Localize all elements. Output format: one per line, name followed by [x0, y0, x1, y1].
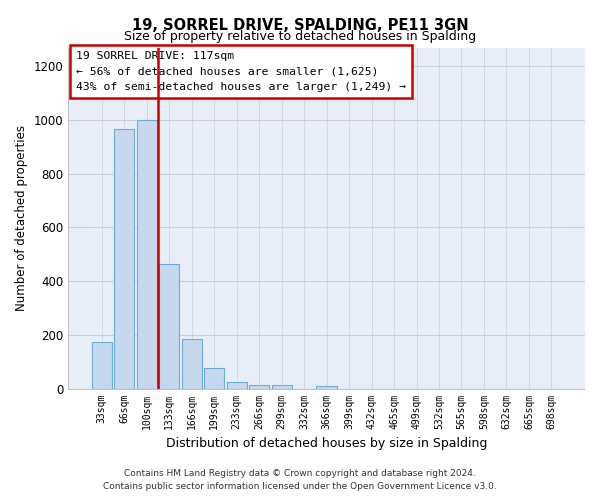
Bar	[92, 342, 112, 388]
Text: 19, SORREL DRIVE, SPALDING, PE11 3GN: 19, SORREL DRIVE, SPALDING, PE11 3GN	[131, 18, 469, 32]
Bar	[272, 386, 292, 388]
Bar	[159, 264, 179, 388]
Bar	[227, 382, 247, 388]
Bar	[182, 339, 202, 388]
Text: 19 SORREL DRIVE: 117sqm
← 56% of detached houses are smaller (1,625)
43% of semi: 19 SORREL DRIVE: 117sqm ← 56% of detache…	[76, 51, 406, 92]
Bar	[316, 386, 337, 388]
Bar	[114, 130, 134, 388]
Y-axis label: Number of detached properties: Number of detached properties	[15, 125, 28, 311]
Bar	[204, 368, 224, 388]
Text: Size of property relative to detached houses in Spalding: Size of property relative to detached ho…	[124, 30, 476, 43]
X-axis label: Distribution of detached houses by size in Spalding: Distribution of detached houses by size …	[166, 437, 487, 450]
Bar	[249, 384, 269, 388]
Text: Contains HM Land Registry data © Crown copyright and database right 2024.
Contai: Contains HM Land Registry data © Crown c…	[103, 470, 497, 491]
Bar	[137, 120, 157, 388]
